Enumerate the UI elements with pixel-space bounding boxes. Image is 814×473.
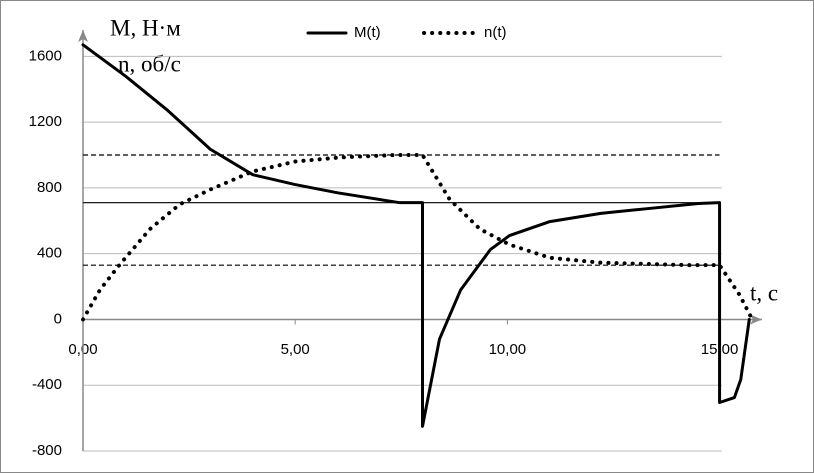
x-tick-label: 5,00 bbox=[281, 341, 310, 358]
y-axis-label: M, Н·м bbox=[110, 15, 181, 40]
x-axis-label: t, с bbox=[750, 280, 778, 305]
x-axis-arrow bbox=[750, 314, 762, 325]
y-axis-arrow bbox=[78, 30, 88, 42]
y-tick-label: -400 bbox=[32, 376, 62, 393]
series-line bbox=[81, 152, 754, 322]
y-axis-label: n, об/с bbox=[118, 51, 181, 76]
y-tick-label: 1200 bbox=[29, 113, 62, 130]
y-tick-label: 1600 bbox=[29, 47, 62, 64]
series-line bbox=[81, 43, 751, 428]
legend-label: M(t) bbox=[354, 24, 381, 41]
y-tick-label: 400 bbox=[37, 245, 62, 262]
y-tick-label: -800 bbox=[32, 442, 62, 459]
legend-label: n(t) bbox=[484, 24, 507, 41]
x-tick-label: 10,00 bbox=[489, 341, 527, 358]
y-tick-label: 0 bbox=[54, 310, 62, 327]
y-tick-label: 800 bbox=[37, 179, 62, 196]
